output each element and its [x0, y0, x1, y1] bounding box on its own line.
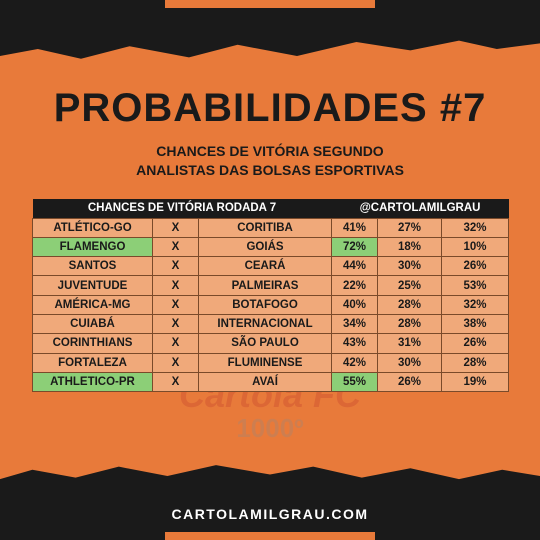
table-row: CUIABÁ X INTERNACIONAL 34% 28% 38% [32, 313, 510, 335]
home-team-cell: AMÉRICA-MG [32, 294, 153, 315]
away-team-cell: SÃO PAULO [197, 333, 333, 354]
subtitle-line-1: CHANCES DE VITÓRIA SEGUNDO [156, 143, 384, 159]
away-win-prob-cell: 32% [441, 294, 510, 315]
subtitle-line-2: ANALISTAS DAS BOLSAS ESPORTIVAS [136, 162, 404, 178]
away-win-prob-cell: 28% [441, 352, 510, 373]
versus-cell: X [152, 371, 199, 393]
home-team-cell: FLAMENGO [32, 236, 153, 258]
home-win-prob-cell: 41% [331, 217, 379, 238]
away-win-prob-cell: 19% [441, 371, 510, 393]
versus-cell: X [152, 236, 199, 258]
top-torn-banner [0, 0, 540, 59]
bottom-torn-banner [0, 465, 540, 540]
home-win-prob-cell: 40% [331, 294, 379, 315]
versus-cell: X [152, 333, 199, 354]
draw-prob-cell: 31% [377, 333, 443, 354]
away-win-prob-cell: 32% [441, 217, 510, 238]
probabilities-table: CHANCES DE VITÓRIA RODADA 7 @CARTOLAMILG… [32, 199, 510, 393]
away-team-cell: PALMEIRAS [197, 275, 333, 296]
draw-prob-cell: 30% [377, 256, 443, 277]
away-team-cell: CORITIBA [197, 217, 333, 238]
away-win-prob-cell: 26% [441, 333, 510, 354]
versus-cell: X [152, 217, 199, 238]
away-team-cell: BOTAFOGO [197, 294, 333, 315]
away-win-prob-cell: 38% [441, 313, 510, 335]
table-header-row: CHANCES DE VITÓRIA RODADA 7 @CARTOLAMILG… [32, 199, 509, 218]
home-team-cell: JUVENTUDE [32, 275, 153, 296]
draw-prob-cell: 25% [377, 275, 443, 296]
home-team-cell: CUIABÁ [32, 313, 153, 335]
table-header-title: CHANCES DE VITÓRIA RODADA 7 [32, 199, 332, 218]
home-win-prob-cell: 42% [331, 352, 379, 373]
away-team-cell: INTERNACIONAL [197, 313, 333, 335]
away-team-cell: AVAÍ [197, 371, 333, 393]
table-header-handle: @CARTOLAMILGRAU [331, 199, 509, 218]
table-row: JUVENTUDE X PALMEIRAS 22% 25% 53% [32, 275, 510, 296]
home-win-prob-cell: 72% [331, 236, 379, 258]
away-win-prob-cell: 26% [441, 256, 510, 277]
home-team-cell: ATLÉTICO-GO [32, 217, 153, 238]
away-team-cell: GOIÁS [197, 236, 333, 258]
page-title: PROBABILIDADES #7 [53, 86, 487, 130]
table-body: ATLÉTICO-GO X CORITIBA 41% 27% 32% FLAMENGO X GO… [32, 217, 510, 393]
draw-prob-cell: 27% [377, 217, 443, 238]
versus-cell: X [152, 294, 199, 315]
table-row: CORINTHIANS X SÃO PAULO 43% 31% 26% [32, 333, 510, 354]
page-subtitle: CHANCES DE VITÓRIA SEGUNDO ANALISTAS DAS… [0, 142, 540, 180]
versus-cell: X [152, 313, 199, 335]
versus-cell: X [152, 256, 199, 277]
away-win-prob-cell: 10% [441, 236, 510, 258]
home-win-prob-cell: 22% [331, 275, 379, 296]
home-win-prob-cell: 44% [331, 256, 379, 277]
home-team-cell: ATHLETICO-PR [32, 371, 153, 393]
footer-website: CARTOLAMILGRAU.COM [171, 506, 369, 522]
away-team-cell: FLUMINENSE [197, 352, 333, 373]
top-accent-strip [165, 0, 375, 8]
draw-prob-cell: 28% [377, 313, 443, 335]
draw-prob-cell: 30% [377, 352, 443, 373]
table-row: ATLÉTICO-GO X CORITIBA 41% 27% 32% [32, 217, 510, 238]
table-row: ATHLETICO-PR X AVAÍ 55% 26% 19% [32, 371, 510, 393]
versus-cell: X [152, 352, 199, 373]
draw-prob-cell: 18% [377, 236, 443, 258]
table-row: AMÉRICA-MG X BOTAFOGO 40% 28% 32% [32, 294, 510, 315]
home-team-cell: FORTALEZA [32, 352, 153, 373]
table-row: FLAMENGO X GOIÁS 72% 18% 10% [32, 236, 510, 258]
away-team-cell: CEARÁ [197, 256, 333, 277]
bottom-accent-strip [165, 532, 375, 540]
home-team-cell: SANTOS [32, 256, 153, 277]
versus-cell: X [152, 275, 199, 296]
home-team-cell: CORINTHIANS [32, 333, 153, 354]
home-win-prob-cell: 43% [331, 333, 379, 354]
draw-prob-cell: 26% [377, 371, 443, 393]
home-win-prob-cell: 55% [331, 371, 379, 393]
home-win-prob-cell: 34% [331, 313, 379, 335]
table-row: SANTOS X CEARÁ 44% 30% 26% [32, 256, 510, 277]
draw-prob-cell: 28% [377, 294, 443, 315]
table-row: FORTALEZA X FLUMINENSE 42% 30% 28% [32, 352, 510, 373]
away-win-prob-cell: 53% [441, 275, 510, 296]
watermark-number: 1000º [236, 413, 304, 443]
